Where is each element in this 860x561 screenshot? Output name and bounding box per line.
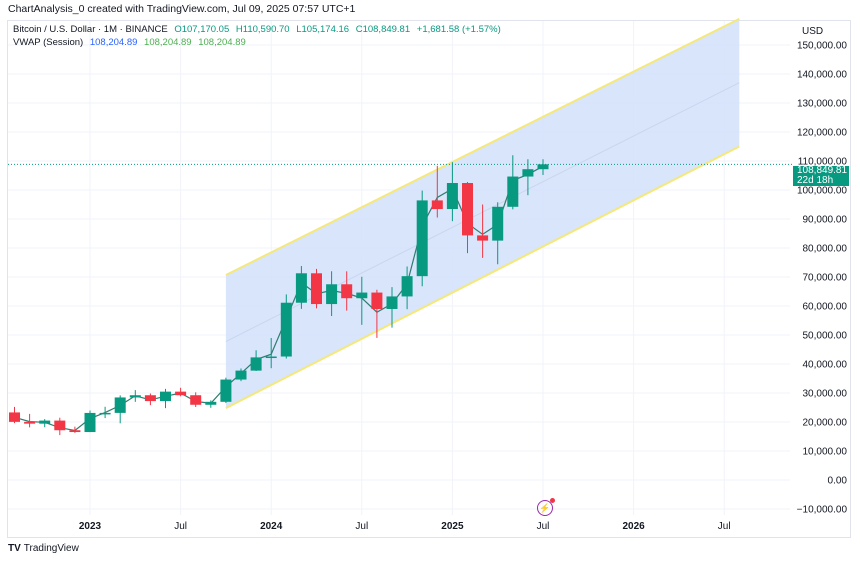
time-tick-label: 2025 bbox=[441, 521, 464, 532]
price-tick-label: 110,000.00 bbox=[798, 157, 848, 168]
legend: Bitcoin / U.S. Dollar · 1M · BINANCE O10… bbox=[13, 24, 505, 49]
price-tick-label: 50,000.00 bbox=[803, 331, 848, 342]
candle-body bbox=[265, 356, 277, 359]
candle-body bbox=[507, 176, 519, 207]
candle-body bbox=[205, 401, 217, 405]
candle-body bbox=[84, 412, 96, 433]
price-tick-label: 100,000.00 bbox=[797, 186, 847, 197]
price-tick-label: 30,000.00 bbox=[803, 389, 848, 400]
candle-body bbox=[99, 412, 111, 415]
candle-body bbox=[235, 370, 247, 380]
candle-body bbox=[39, 420, 51, 424]
open-value: O107,170.05 bbox=[174, 24, 230, 35]
channel-lower-line bbox=[225, 145, 740, 409]
candle-body bbox=[522, 169, 534, 177]
last-price-tag: 108,849.81 22d 18h bbox=[793, 166, 849, 186]
candle-body bbox=[401, 276, 413, 297]
symbol-legend: Bitcoin / U.S. Dollar · 1M · BINANCE O10… bbox=[13, 24, 505, 37]
price-tick-label: 80,000.00 bbox=[803, 244, 848, 255]
price-tick-label: 40,000.00 bbox=[803, 360, 848, 371]
time-tick-label: Jul bbox=[355, 521, 368, 532]
bar-countdown: 22d 18h bbox=[797, 175, 834, 186]
price-tick-label: 10,000.00 bbox=[803, 447, 848, 458]
candle-body bbox=[326, 284, 338, 305]
tradingview-logo: TV TradingView bbox=[8, 543, 79, 554]
price-tick-label: 90,000.00 bbox=[803, 215, 848, 226]
price-tick-label: 140,000.00 bbox=[797, 70, 847, 81]
candle-body bbox=[250, 357, 262, 371]
price-tick-label: 120,000.00 bbox=[797, 128, 847, 139]
candle-body bbox=[537, 164, 549, 170]
candle-body bbox=[356, 292, 368, 299]
symbol-name[interactable]: Bitcoin / U.S. Dollar · 1M · BINANCE bbox=[13, 24, 168, 35]
price-tick-label: 0.00 bbox=[828, 476, 848, 487]
candle-body bbox=[129, 395, 141, 398]
candle-body bbox=[24, 421, 36, 424]
candle-body bbox=[371, 292, 383, 309]
brand-name: TradingView bbox=[23, 543, 79, 554]
candle-body bbox=[341, 284, 353, 299]
candle-body bbox=[492, 206, 504, 241]
channel-upper-line bbox=[225, 18, 740, 276]
candle-body bbox=[446, 183, 458, 210]
candle-body bbox=[220, 379, 232, 402]
candle-body bbox=[9, 412, 20, 422]
time-tick-label: 2023 bbox=[79, 521, 102, 532]
indicator-name[interactable]: VWAP (Session) bbox=[13, 36, 84, 48]
candle-body bbox=[462, 183, 473, 236]
time-tick-label: 2024 bbox=[260, 521, 283, 532]
indicator-legend: VWAP (Session) 108,204.89 108,204.89 108… bbox=[13, 37, 505, 50]
candle-body bbox=[144, 395, 156, 402]
price-tick-label: 130,000.00 bbox=[797, 99, 847, 110]
time-tick-label: Jul bbox=[537, 521, 550, 532]
price-tick-label: 20,000.00 bbox=[803, 418, 848, 429]
time-tick-label: Jul bbox=[174, 521, 187, 532]
currency-label[interactable]: USD bbox=[802, 26, 824, 37]
chart-frame bbox=[7, 20, 851, 538]
candle-body bbox=[431, 200, 443, 210]
candle-body bbox=[311, 273, 322, 305]
vwap-lower-value: 108,204.89 bbox=[198, 36, 246, 48]
candle-body bbox=[114, 397, 126, 413]
price-tick-label: 60,000.00 bbox=[803, 302, 848, 313]
candle-body bbox=[280, 302, 292, 357]
price-tick-label: 150,000.00 bbox=[797, 41, 847, 52]
time-tick-label: Jul bbox=[718, 521, 731, 532]
chart-caption: ChartAnalysis_0 created with TradingView… bbox=[8, 3, 356, 15]
candle-body bbox=[54, 420, 66, 431]
high-value: H110,590.70 bbox=[235, 24, 290, 35]
candle-body bbox=[69, 430, 81, 433]
change-value: +1,681.58 (+1.57%) bbox=[416, 24, 501, 35]
candle-body bbox=[416, 200, 428, 277]
candle-body bbox=[386, 296, 398, 309]
tv-logo-icon: TV bbox=[8, 543, 21, 554]
time-tick-label: 2026 bbox=[622, 521, 645, 532]
lightning-event-icon[interactable]: ⚡ bbox=[537, 498, 555, 516]
candle-body bbox=[295, 273, 307, 303]
vwap-upper-value: 108,204.89 bbox=[144, 36, 192, 48]
candle-body bbox=[160, 391, 171, 402]
low-value: L105,174.16 bbox=[296, 24, 350, 35]
vwap-value: 108,204.89 bbox=[89, 36, 138, 48]
candle-body bbox=[477, 235, 489, 241]
last-price: 108,849.81 bbox=[797, 165, 848, 176]
price-tick-label: −10,000.00 bbox=[797, 505, 848, 516]
close-value: C108,849.81 bbox=[355, 24, 411, 35]
candle-body bbox=[175, 391, 187, 396]
price-tick-label: 70,000.00 bbox=[803, 273, 848, 284]
candle-body bbox=[190, 395, 202, 405]
